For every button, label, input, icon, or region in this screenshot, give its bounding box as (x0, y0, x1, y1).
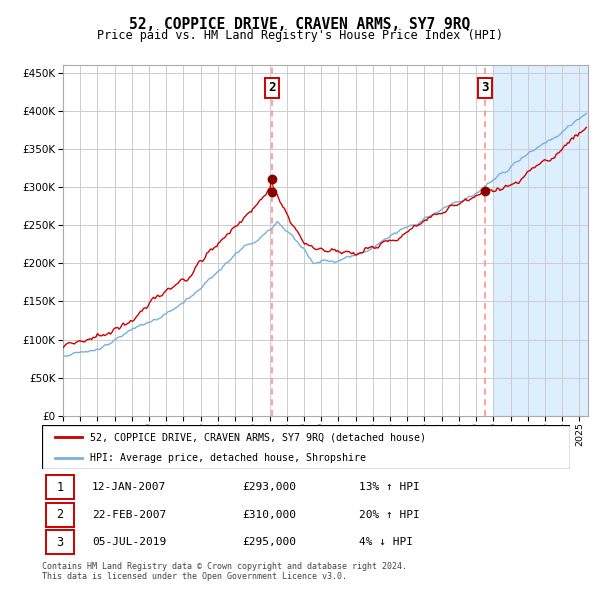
Bar (46, 530, 74, 554)
Text: 52, COPPICE DRIVE, CRAVEN ARMS, SY7 9RQ: 52, COPPICE DRIVE, CRAVEN ARMS, SY7 9RQ (130, 17, 470, 31)
Text: 2: 2 (268, 81, 275, 94)
Text: 13% ↑ HPI: 13% ↑ HPI (359, 483, 419, 493)
Text: 2: 2 (56, 508, 64, 522)
Text: 20% ↑ HPI: 20% ↑ HPI (359, 510, 419, 520)
Text: Price paid vs. HM Land Registry's House Price Index (HPI): Price paid vs. HM Land Registry's House … (97, 30, 503, 42)
Bar (46, 476, 74, 499)
Text: 1: 1 (56, 481, 64, 494)
Text: 22-FEB-2007: 22-FEB-2007 (92, 510, 166, 520)
Text: 05-JUL-2019: 05-JUL-2019 (92, 537, 166, 547)
Bar (493, 65, 600, 416)
Text: 3: 3 (56, 536, 64, 549)
Text: HPI: Average price, detached house, Shropshire: HPI: Average price, detached house, Shro… (89, 453, 365, 463)
Text: £310,000: £310,000 (242, 510, 296, 520)
Text: 52, COPPICE DRIVE, CRAVEN ARMS, SY7 9RQ (detached house): 52, COPPICE DRIVE, CRAVEN ARMS, SY7 9RQ … (89, 432, 425, 442)
Text: 4% ↓ HPI: 4% ↓ HPI (359, 537, 413, 547)
Text: This data is licensed under the Open Government Licence v3.0.: This data is licensed under the Open Gov… (42, 572, 347, 581)
Text: Contains HM Land Registry data © Crown copyright and database right 2024.: Contains HM Land Registry data © Crown c… (42, 562, 407, 571)
Text: 3: 3 (481, 81, 488, 94)
Text: £293,000: £293,000 (242, 483, 296, 493)
Text: 12-JAN-2007: 12-JAN-2007 (92, 483, 166, 493)
Text: £295,000: £295,000 (242, 537, 296, 547)
Bar (46, 503, 74, 527)
